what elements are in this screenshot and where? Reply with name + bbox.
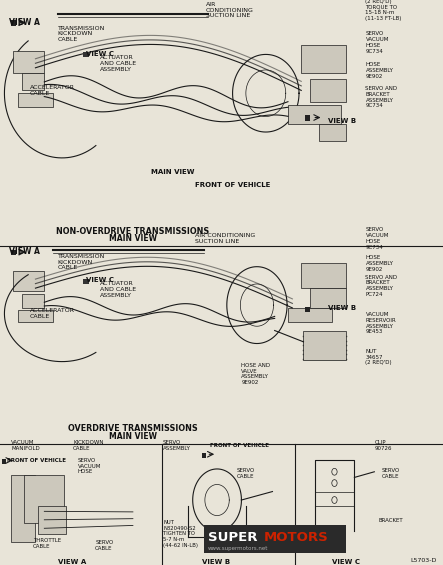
Text: VACUUM
RESERVOIR
ASSEMBLY
9E453: VACUUM RESERVOIR ASSEMBLY 9E453 [365,312,396,334]
FancyBboxPatch shape [310,79,346,102]
FancyBboxPatch shape [162,444,295,565]
FancyBboxPatch shape [0,444,162,565]
FancyBboxPatch shape [0,0,443,246]
Text: SERVO AND
BRACKET
ASSEMBLY
PC724: SERVO AND BRACKET ASSEMBLY PC724 [365,275,398,297]
Text: THROTTLE
CABLE: THROTTLE CABLE [33,538,61,549]
FancyBboxPatch shape [13,51,44,73]
Text: SERVO
CABLE: SERVO CABLE [382,468,400,479]
Text: L5703-D: L5703-D [410,558,436,563]
Text: VIEW B: VIEW B [202,559,229,564]
Text: FRONT OF VEHICLE: FRONT OF VEHICLE [7,458,66,463]
FancyBboxPatch shape [22,73,44,90]
Text: ACCELERATOR
CABLE: ACCELERATOR CABLE [30,308,75,319]
Text: SERVO
CABLE: SERVO CABLE [237,468,255,479]
Text: NON-OVERDRIVE TRANSMISSIONS: NON-OVERDRIVE TRANSMISSIONS [56,227,210,236]
Text: AIR CONDITIONING
SUCTION LINE: AIR CONDITIONING SUCTION LINE [195,233,255,244]
Text: SERVO
VACUUM
HOSE: SERVO VACUUM HOSE [78,458,101,475]
Text: VACUUM
MANIFOLD: VACUUM MANIFOLD [11,440,40,451]
FancyBboxPatch shape [305,115,310,121]
Text: SERVO AND
BRACKET
ASSEMBLY
9C734: SERVO AND BRACKET ASSEMBLY 9C734 [365,86,398,108]
FancyBboxPatch shape [38,506,66,534]
Text: NUT
N820490-S2
TIGHTEN TO
5-7 N-m
(44-62 IN-LB): NUT N820490-S2 TIGHTEN TO 5-7 N-m (44-62… [163,520,198,548]
FancyBboxPatch shape [18,310,53,322]
FancyBboxPatch shape [11,20,16,26]
FancyBboxPatch shape [83,279,89,284]
FancyBboxPatch shape [288,308,332,322]
FancyBboxPatch shape [83,52,89,57]
FancyBboxPatch shape [11,475,35,542]
Text: SERVO
ASSEMBLY: SERVO ASSEMBLY [163,440,191,451]
Text: BRACKET: BRACKET [379,519,404,523]
FancyBboxPatch shape [288,105,341,124]
FancyBboxPatch shape [202,453,206,458]
FancyBboxPatch shape [18,93,53,107]
Text: VIEW A: VIEW A [58,559,86,564]
Text: ACCELERATOR
CABLE: ACCELERATOR CABLE [30,85,75,96]
Text: MOTORS: MOTORS [264,531,328,544]
FancyBboxPatch shape [13,271,44,291]
FancyBboxPatch shape [319,124,346,141]
Text: TRANSMISSION
KICKDOWN
CABLE: TRANSMISSION KICKDOWN CABLE [58,25,105,42]
Text: CLIP
90726: CLIP 90726 [374,440,392,451]
FancyBboxPatch shape [303,331,346,360]
Text: HOSE
ASSEMBLY
9E902: HOSE ASSEMBLY 9E902 [365,62,393,79]
Text: SERVO
VACUUM
HOSE
9C734: SERVO VACUUM HOSE 9C734 [365,227,389,250]
Text: ACTUATOR
AND CABLE
ASSEMBLY: ACTUATOR AND CABLE ASSEMBLY [100,281,136,298]
Text: BOLT
N806902
(2 REQ'D)
TORQUE TO
15-18 N-m
(11-13 FT-LB): BOLT N806902 (2 REQ'D) TORQUE TO 15-18 N… [365,0,402,21]
FancyBboxPatch shape [204,525,346,553]
FancyBboxPatch shape [22,294,44,308]
Text: SERVO
CABLE: SERVO CABLE [95,540,113,551]
Text: HOSE AND
VALVE
ASSEMBLY
9E902: HOSE AND VALVE ASSEMBLY 9E902 [241,363,271,385]
Text: VIEW B: VIEW B [328,305,356,311]
Text: AIR
CONDITIONING
SUCTION LINE: AIR CONDITIONING SUCTION LINE [206,2,254,19]
Text: VIEW C: VIEW C [332,559,360,564]
FancyBboxPatch shape [2,459,6,464]
Text: FRONT OF VEHICLE: FRONT OF VEHICLE [195,182,270,188]
Text: VIEW C: VIEW C [86,277,114,283]
Text: HOSE
ASSEMBLY
9E902: HOSE ASSEMBLY 9E902 [365,255,393,272]
FancyBboxPatch shape [301,263,346,288]
FancyBboxPatch shape [24,475,64,523]
FancyBboxPatch shape [0,246,443,444]
Text: VIEW A: VIEW A [9,18,40,27]
Text: KICKDOWN
CABLE: KICKDOWN CABLE [73,440,104,451]
FancyBboxPatch shape [295,444,443,565]
Text: SERVO
VACUUM
HOSE
9C734: SERVO VACUUM HOSE 9C734 [365,31,389,54]
Text: ACTUATOR
AND CABLE
ASSEMBLY: ACTUATOR AND CABLE ASSEMBLY [100,55,136,72]
Text: FRONT OF VEHICLE: FRONT OF VEHICLE [210,443,269,447]
Text: MAIN VIEW: MAIN VIEW [109,432,157,441]
Text: VIEW B: VIEW B [328,119,356,124]
Text: SUPER: SUPER [208,531,258,544]
FancyBboxPatch shape [11,250,16,255]
Text: VIEW A: VIEW A [9,247,40,256]
Text: NUT
34657
(2 REQ'D): NUT 34657 (2 REQ'D) [365,349,392,366]
Text: MAIN VIEW: MAIN VIEW [109,234,157,243]
FancyBboxPatch shape [310,288,346,308]
Text: VIEW C: VIEW C [86,51,114,57]
Text: OVERDRIVE TRANSMISSIONS: OVERDRIVE TRANSMISSIONS [68,424,198,433]
Text: TRANSMISSION
KICKDOWN
CABLE: TRANSMISSION KICKDOWN CABLE [58,254,105,271]
FancyBboxPatch shape [305,307,310,312]
Text: www.supermotors.net: www.supermotors.net [208,546,268,551]
FancyBboxPatch shape [301,45,346,73]
Text: MAIN VIEW: MAIN VIEW [151,170,194,175]
